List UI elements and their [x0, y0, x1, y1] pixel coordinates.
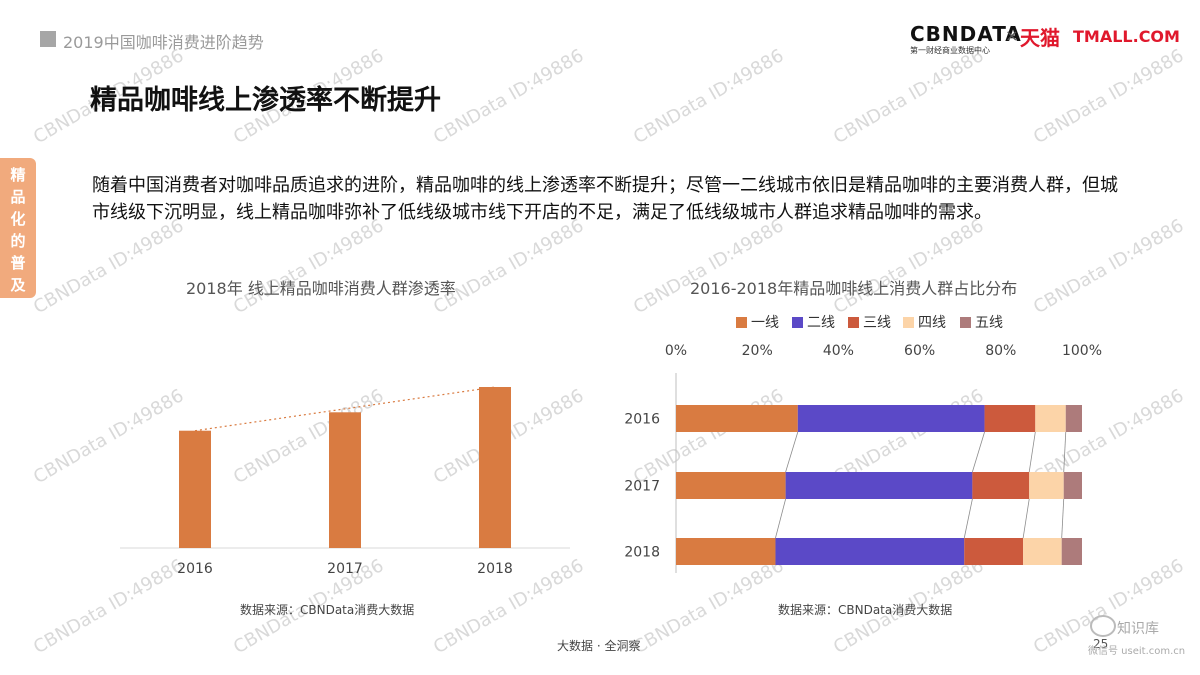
watermark-text: CBNData ID:49886	[230, 215, 388, 319]
watermark-text: CBNData ID:49886	[630, 45, 788, 149]
watermark-text: CBNData ID:49886	[1030, 45, 1188, 149]
side-tab-char: 及	[10, 276, 26, 294]
side-tab-char: 品	[10, 188, 26, 206]
chart2-bar-segment	[676, 405, 798, 432]
chart2-x-tick-label: 60%	[904, 343, 935, 359]
tmall-logo-en: TMALL.COM	[1073, 27, 1180, 46]
watermark-text: CBNData ID:49886	[830, 45, 988, 149]
chart2-legend-item: 五线	[960, 312, 1003, 332]
logo-separator: ×	[1005, 26, 1019, 45]
wechat-icon	[1090, 615, 1116, 637]
chart2-stacked-bar-chart: 0% 20% 40% 60% 80% 100% 2016 2017 2018	[624, 343, 1102, 573]
side-section-tab: 精 品 化 的 普 及	[0, 158, 36, 298]
chart2-legend-item: 二线	[792, 312, 835, 332]
chart1-trendline	[194, 386, 496, 432]
chart2-bar-segment	[1035, 405, 1066, 432]
chart2-bar-segment	[676, 472, 786, 499]
chart2-connector-line	[785, 431, 799, 473]
chart1-bar	[479, 387, 511, 548]
chart1-x-tick-label: 2017	[327, 561, 363, 577]
chart2-bar-segment	[1023, 538, 1062, 565]
chart2-bar-segment	[676, 538, 776, 565]
chart2-legend-label: 四线	[918, 315, 946, 331]
chart2-legend-swatch	[903, 317, 914, 328]
watermark-text: CBNData ID:49886	[430, 215, 588, 319]
chart2-legend-label: 五线	[975, 315, 1003, 331]
chart2-connector-line	[963, 498, 973, 539]
watermark-text: CBNData ID:49886	[830, 215, 988, 319]
page-title: 精品咖啡线上渗透率不断提升	[90, 85, 441, 116]
chart2-bar-segment	[972, 472, 1030, 499]
header-square-icon	[40, 31, 56, 47]
chart2-connector-line	[971, 431, 985, 473]
chart2-source: 数据来源：CBNData消费大数据	[778, 603, 953, 617]
chart2-y-tick-label: 2017	[624, 479, 660, 495]
chart2-x-tick-label: 100%	[1062, 343, 1102, 359]
chart2-legend-label: 一线	[751, 315, 779, 331]
chart2-x-tick-label: 20%	[742, 343, 773, 359]
chart2-connector-line	[1022, 498, 1030, 539]
cbndata-logo: CBNDATA	[910, 22, 1022, 46]
watermark-text: CBNData ID:49886	[1030, 215, 1188, 319]
chart2-legend-item: 三线	[848, 312, 891, 332]
chart1-x-tick-label: 2016	[177, 561, 213, 577]
chart2-legend-item: 四线	[903, 312, 946, 332]
report-title: 2019中国咖啡消费进阶趋势	[63, 33, 264, 52]
chart2-bar-segment	[1029, 472, 1064, 499]
chart2-x-tick-label: 40%	[823, 343, 854, 359]
chart2-legend-label: 三线	[863, 315, 891, 331]
chart2-bar-segment	[775, 538, 965, 565]
footer-slogan: 大数据 · 全洞察	[557, 639, 641, 653]
chart2-title: 2016-2018年精品咖啡线上消费人群占比分布	[690, 279, 1018, 298]
chart2-legend-swatch	[736, 317, 747, 328]
side-tab-char: 精	[10, 166, 26, 184]
page-number: 25	[1093, 637, 1109, 651]
chart2-legend-label: 二线	[807, 315, 835, 331]
chart1-x-tick-label: 2018	[477, 561, 513, 577]
chart1-penetration-bar-chart: 2016 2017 2018	[120, 386, 570, 577]
chart2-legend-item: 一线	[736, 312, 779, 332]
tmall-logo-cn: 天猫	[1020, 26, 1060, 50]
chart1-bar	[329, 412, 361, 548]
chart2-x-tick-label: 0%	[665, 343, 687, 359]
chart2-connector-line	[1028, 431, 1036, 473]
chart2-y-tick-label: 2018	[624, 545, 660, 561]
chart2-bar-segment	[964, 538, 1024, 565]
watermark-text: CBNData ID:49886	[630, 215, 788, 319]
chart2-connector-line	[1061, 498, 1065, 539]
chart2-connector-line	[1063, 431, 1067, 473]
chart2-bar-segment	[1063, 472, 1082, 499]
watermark-text: CBNData ID:49886	[430, 45, 588, 149]
watermark-text: CBNData ID:49886	[30, 215, 188, 319]
chart2-legend-swatch	[848, 317, 859, 328]
side-tab-char: 的	[10, 232, 26, 250]
side-tab-char: 化	[10, 210, 26, 228]
wechat-account-name: 知识库	[1117, 621, 1159, 637]
chart2-x-tick-label: 80%	[985, 343, 1016, 359]
chart2-bar-segment	[785, 472, 973, 499]
chart2-connector-line	[775, 498, 787, 539]
chart2-bar-segment	[1065, 405, 1082, 432]
chart1-source: 数据来源：CBNData消费大数据	[240, 603, 415, 617]
chart2-bar-segment	[984, 405, 1036, 432]
intro-paragraph: 随着中国消费者对咖啡品质追求的进阶，精品咖啡的线上渗透率不断提升；尽管一二线城市…	[92, 175, 1118, 223]
wechat-account-id: 微信号 useit.com.cn	[1088, 646, 1186, 657]
chart1-title: 2018年 线上精品咖啡消费人群渗透率	[186, 279, 456, 298]
chart2-y-tick-label: 2016	[624, 412, 660, 428]
side-tab-char: 普	[10, 254, 26, 272]
cbndata-logo-subtitle: 第一财经商业数据中心	[910, 46, 990, 55]
chart1-bar	[179, 430, 211, 548]
chart2-legend-swatch	[960, 317, 971, 328]
chart2-legend-swatch	[792, 317, 803, 328]
chart2-bar-segment	[1061, 538, 1082, 565]
chart2-bar-segment	[797, 405, 985, 432]
